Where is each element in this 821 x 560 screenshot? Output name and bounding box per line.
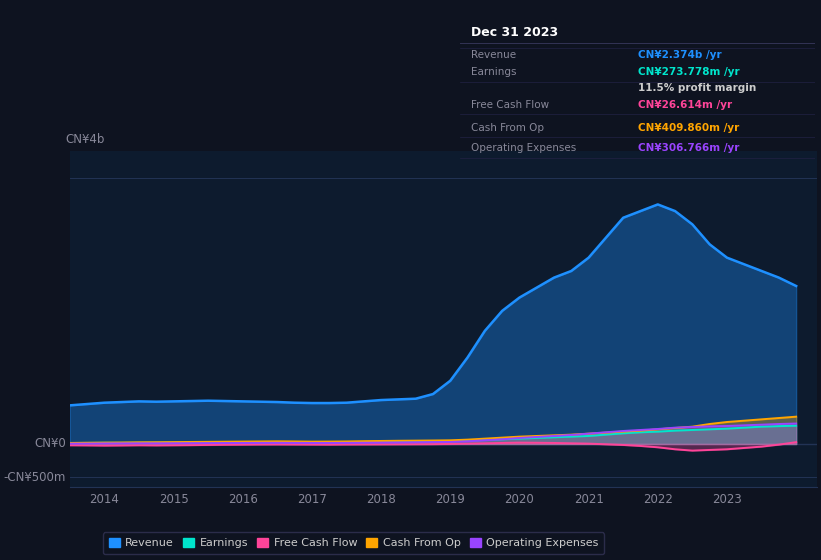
Text: CN¥273.778m /yr: CN¥273.778m /yr: [637, 67, 739, 77]
Text: CN¥2.374b /yr: CN¥2.374b /yr: [637, 50, 721, 60]
Text: CN¥306.766m /yr: CN¥306.766m /yr: [637, 143, 739, 153]
Legend: Revenue, Earnings, Free Cash Flow, Cash From Op, Operating Expenses: Revenue, Earnings, Free Cash Flow, Cash …: [103, 533, 604, 554]
Text: CN¥4b: CN¥4b: [66, 133, 105, 146]
Text: CN¥26.614m /yr: CN¥26.614m /yr: [637, 100, 732, 110]
Text: 11.5% profit margin: 11.5% profit margin: [637, 83, 756, 93]
Text: Revenue: Revenue: [470, 50, 516, 60]
Text: CN¥409.860m /yr: CN¥409.860m /yr: [637, 123, 739, 133]
Text: Earnings: Earnings: [470, 67, 516, 77]
Text: Cash From Op: Cash From Op: [470, 123, 544, 133]
Text: Operating Expenses: Operating Expenses: [470, 143, 576, 153]
Text: Dec 31 2023: Dec 31 2023: [470, 26, 557, 39]
Text: -CN¥500m: -CN¥500m: [3, 471, 66, 484]
Text: Free Cash Flow: Free Cash Flow: [470, 100, 548, 110]
Text: CN¥0: CN¥0: [34, 437, 66, 450]
